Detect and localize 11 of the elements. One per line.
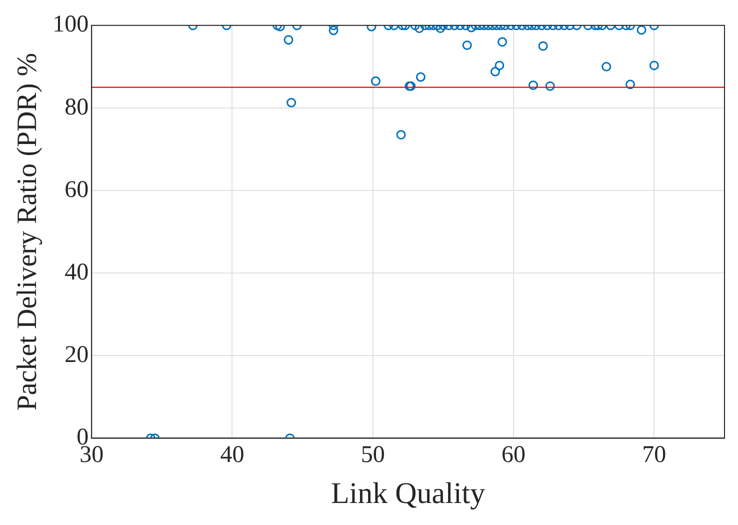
x-tick-label: 60	[502, 442, 526, 468]
x-tick-label: 70	[642, 442, 666, 468]
y-tick-label: 40	[64, 259, 89, 286]
y-tick-label: 80	[64, 94, 89, 120]
y-tick-label: 100	[52, 12, 89, 38]
y-tick-label: 20	[64, 342, 89, 368]
x-tick-label: 40	[220, 442, 244, 468]
x-tick-label: 50	[360, 442, 385, 468]
y-tick-label: 60	[64, 176, 89, 203]
x-axis-title: Link Quality	[330, 476, 486, 510]
y-axis-title: Packet Delivery Ratio (PDR) %	[12, 52, 44, 411]
